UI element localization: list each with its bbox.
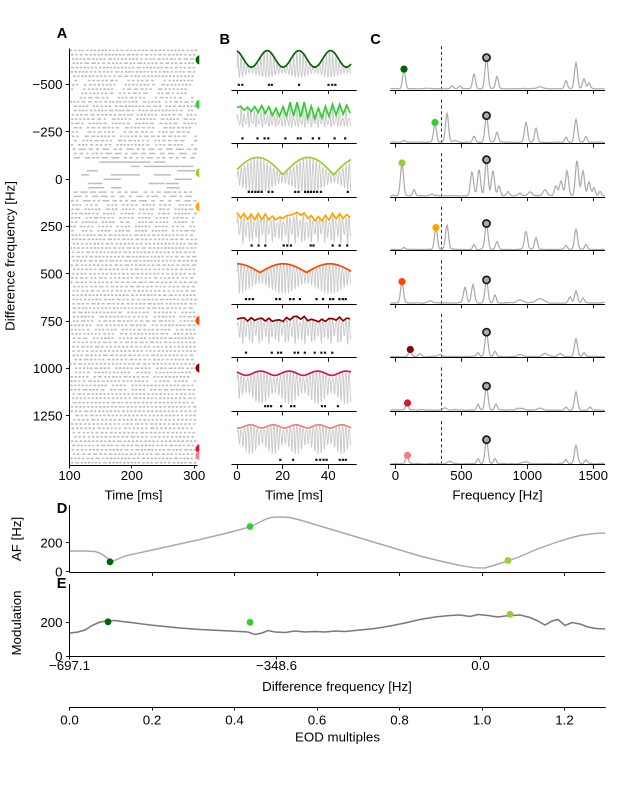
svg-text:0: 0 [55, 564, 62, 579]
svg-text:1000: 1000 [513, 468, 543, 483]
svg-text:0.2: 0.2 [143, 713, 162, 728]
svg-text:Difference frequency [Hz]: Difference frequency [Hz] [262, 679, 412, 694]
svg-text:EOD multiples: EOD multiples [295, 729, 380, 744]
svg-text:Time [ms]: Time [ms] [105, 488, 163, 503]
svg-text:−500: −500 [33, 77, 63, 92]
svg-text:0: 0 [55, 172, 62, 187]
svg-text:0: 0 [392, 468, 399, 483]
svg-text:B: B [220, 32, 231, 48]
svg-text:Modulation: Modulation [9, 590, 24, 655]
svg-text:−250: −250 [33, 125, 63, 140]
svg-text:0: 0 [233, 468, 240, 483]
svg-text:0.6: 0.6 [308, 713, 327, 728]
svg-text:1500: 1500 [578, 468, 608, 483]
svg-text:−348.6: −348.6 [256, 658, 297, 673]
svg-text:1250: 1250 [33, 409, 63, 424]
svg-text:500: 500 [450, 468, 472, 483]
svg-text:100: 100 [58, 468, 80, 483]
svg-text:750: 750 [40, 314, 62, 329]
svg-text:Time [ms]: Time [ms] [265, 488, 323, 503]
svg-text:A: A [57, 26, 68, 42]
svg-text:0.0: 0.0 [60, 713, 79, 728]
svg-text:1.2: 1.2 [555, 713, 574, 728]
svg-text:C: C [370, 32, 381, 48]
svg-text:1.0: 1.0 [473, 713, 492, 728]
svg-text:500: 500 [40, 267, 62, 282]
svg-text:0.0: 0.0 [471, 658, 490, 673]
svg-text:200: 200 [40, 535, 62, 550]
svg-text:200: 200 [121, 468, 143, 483]
svg-text:20: 20 [275, 468, 290, 483]
svg-text:−697.1: −697.1 [49, 658, 90, 673]
svg-text:200: 200 [40, 615, 62, 630]
svg-text:0.4: 0.4 [225, 713, 244, 728]
svg-text:40: 40 [321, 468, 336, 483]
svg-text:Difference frequency [Hz]: Difference frequency [Hz] [3, 181, 18, 331]
svg-text:E: E [57, 576, 67, 592]
svg-text:1000: 1000 [33, 361, 63, 376]
svg-text:0.8: 0.8 [390, 713, 409, 728]
svg-text:250: 250 [40, 219, 62, 234]
svg-text:Frequency [Hz]: Frequency [Hz] [452, 488, 542, 503]
svg-text:D: D [57, 501, 68, 517]
svg-text:300: 300 [183, 468, 205, 483]
svg-text:AF [Hz]: AF [Hz] [9, 517, 24, 561]
svg-text:0: 0 [55, 649, 62, 664]
